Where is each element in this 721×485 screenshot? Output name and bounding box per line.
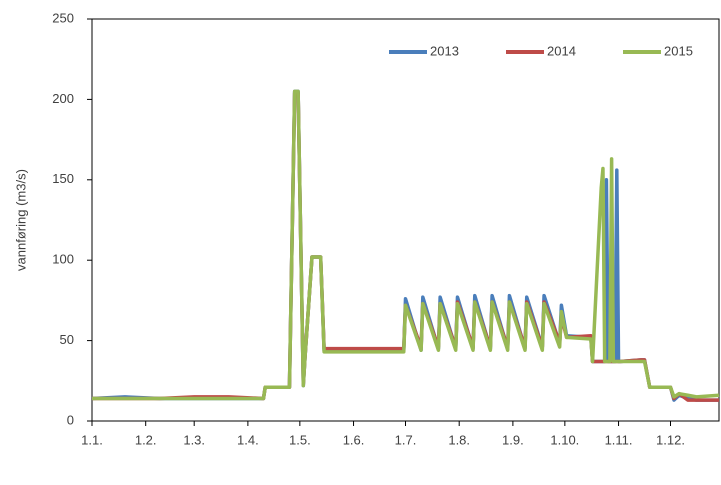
x-tick-label: 1.3. [183, 432, 205, 447]
data-line [92, 91, 719, 402]
legend-label: 2015 [664, 43, 693, 58]
x-tick-label: 1.6. [343, 432, 365, 447]
legend-label: 2013 [430, 43, 459, 58]
y-tick-label: 200 [52, 91, 74, 106]
x-tick-label: 1.10. [550, 432, 579, 447]
legend-label: 2014 [547, 43, 576, 58]
x-tick-label: 1.5. [289, 432, 311, 447]
y-tick-label: 100 [52, 252, 74, 267]
x-tick-label: 1.12. [656, 432, 685, 447]
y-tick-label: 50 [60, 332, 74, 347]
x-tick-label: 1.7. [395, 432, 417, 447]
y-tick-label: 250 [52, 10, 74, 25]
x-tick-label: 1.9. [502, 432, 524, 447]
y-tick-label: 150 [52, 171, 74, 186]
x-tick-label: 1.11. [605, 432, 633, 447]
data-line [92, 89, 720, 401]
x-tick-label: 1.8. [448, 432, 470, 447]
x-tick-label: 1.4. [237, 432, 259, 447]
y-axis-label: vannføring (m3/s) [13, 169, 28, 271]
x-tick-label: 1.1. [81, 432, 103, 447]
x-tick-label: 1.2. [135, 432, 157, 447]
y-tick-label: 0 [67, 412, 74, 427]
data-line [91, 89, 719, 402]
